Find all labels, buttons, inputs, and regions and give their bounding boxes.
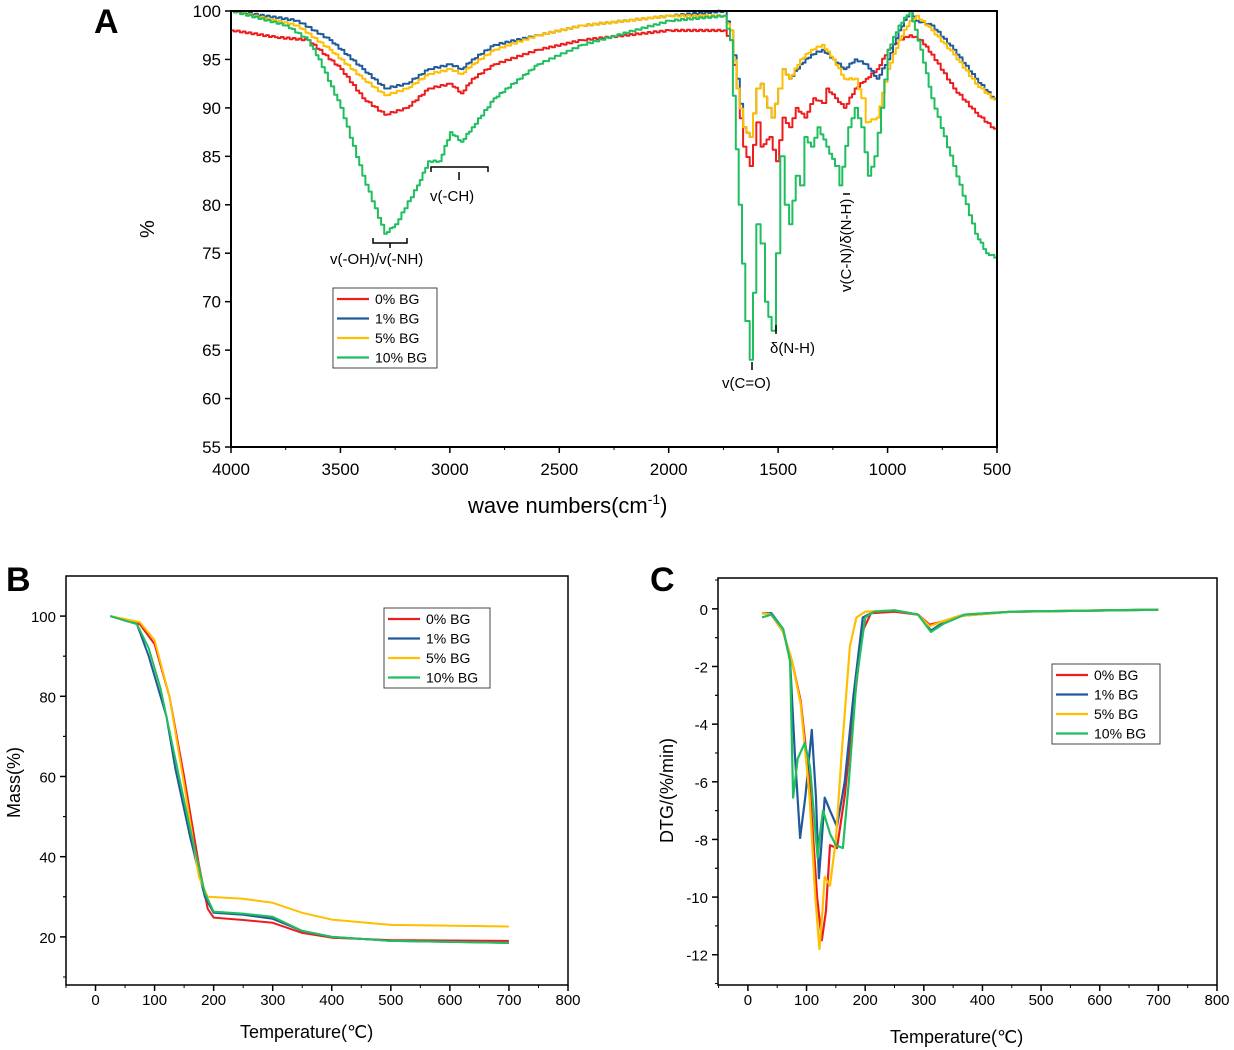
y-tick-label: 65 <box>202 341 221 360</box>
ch-bracket <box>430 166 489 180</box>
annotation-nh-bend: δ(N-H) <box>770 340 815 357</box>
legend-label: 0% BG <box>1094 667 1138 683</box>
legend-box <box>332 287 438 369</box>
dtg-chart: 0 100 200 300 400 500 600 700 800 0 -2 -4 -6 -8 -10 -12… <box>686 577 1230 1009</box>
legend-label: 0% BG <box>426 611 470 627</box>
legend-label: 5% BG <box>426 650 470 666</box>
oh-nh-bracket <box>372 238 408 248</box>
series-line-5-bg <box>231 10 998 138</box>
legend-label: 0% BG <box>375 291 419 307</box>
y-tick-label: 40 <box>39 850 56 867</box>
legend-label: 1% BG <box>375 311 419 327</box>
legend-label: 1% BG <box>426 631 470 647</box>
legend-label: 5% BG <box>1094 706 1138 722</box>
series-line-10-bg <box>110 615 509 944</box>
annotation-co: v(C=O) <box>722 375 771 392</box>
panel-label-c: C <box>650 561 675 599</box>
y-tick-label: 55 <box>202 438 221 457</box>
x-tick-label: 700 <box>496 992 521 1009</box>
tga-xlabel: Temperature(℃) <box>240 1022 373 1042</box>
y-tick-label: -6 <box>695 775 708 792</box>
annotation-oh-nh: v(-OH)/v(-NH) <box>330 251 423 268</box>
series-line-10-bg <box>761 608 1159 860</box>
legend-label: 10% BG <box>426 670 478 686</box>
x-tick-label: 300 <box>260 992 285 1009</box>
y-tick-label: -12 <box>686 948 708 965</box>
ftir-annotations <box>372 166 850 370</box>
y-tick-label: 80 <box>39 689 56 706</box>
series-line-0-bg <box>761 608 1159 942</box>
x-tick-label: 800 <box>1204 992 1229 1009</box>
x-tick-label: 1500 <box>759 460 797 479</box>
x-tick-label: 0 <box>744 992 752 1009</box>
x-tick-label: 100 <box>794 992 819 1009</box>
x-tick-label: 500 <box>378 992 403 1009</box>
x-tick-label: 3000 <box>431 460 469 479</box>
tga-chart: 0 100 200 300 400 500 600 700 800 20 40 60 80 100 0% B… <box>31 575 581 1009</box>
x-tick-label: 0 <box>91 992 99 1009</box>
panel-label-a: A <box>94 3 119 41</box>
x-tick-label: 800 <box>555 992 580 1009</box>
legend-label: 5% BG <box>375 330 419 346</box>
x-tick-label: 3500 <box>322 460 360 479</box>
series-line-5-bg <box>761 608 1159 951</box>
x-tick-label: 500 <box>983 460 1011 479</box>
annotation-ch: v(-CH) <box>430 188 474 205</box>
x-tick-label: 4000 <box>212 460 250 479</box>
tga-ylabel: Mass(%) <box>4 747 24 818</box>
y-tick-label: -8 <box>695 832 708 849</box>
y-tick-label: -4 <box>695 717 708 734</box>
annotation-cn: v(C-N)/δ(N-H) <box>838 199 855 292</box>
y-tick-label: 100 <box>193 2 221 21</box>
y-tick-label: 80 <box>202 196 221 215</box>
legend-label: 10% BG <box>1094 726 1146 742</box>
x-tick-label: 400 <box>970 992 995 1009</box>
x-tick-label: 600 <box>437 992 462 1009</box>
x-tick-label: 400 <box>319 992 344 1009</box>
x-tick-label: 500 <box>1029 992 1054 1009</box>
legend-box <box>383 607 491 689</box>
legend: 0% BG 1% BG 5% BG 10% BG <box>1051 663 1161 745</box>
legend: 0% BG 1% BG 5% BG 10% BG <box>383 607 491 689</box>
y-tick-label: 85 <box>202 147 221 166</box>
y-tick-label: 20 <box>39 930 56 947</box>
x-tick-label: 600 <box>1087 992 1112 1009</box>
y-tick-label: 90 <box>202 99 221 118</box>
y-tick-label: 75 <box>202 244 221 263</box>
y-tick-label: 70 <box>202 293 221 312</box>
ftir-xlabel: wave numbers(cm-1) <box>467 491 668 518</box>
x-tick-label: 1000 <box>869 460 907 479</box>
legend: 0% BG 1% BG 5% BG 10% BG <box>332 287 438 369</box>
y-tick-label: 100 <box>31 609 56 626</box>
dtg-xlabel: Temperature(℃) <box>890 1027 1023 1047</box>
x-tick-label: 700 <box>1146 992 1171 1009</box>
panel-label-b: B <box>6 561 31 599</box>
y-tick-label: 60 <box>39 769 56 786</box>
legend-label: 1% BG <box>1094 687 1138 703</box>
plot-frame <box>65 575 569 986</box>
ftir-chart: 4000 3500 3000 2500 2000 1500 1000 500 55 60 65 70 7… <box>193 2 1012 479</box>
y-tick-label: 95 <box>202 50 221 69</box>
legend-label: 10% BG <box>375 350 427 366</box>
ftir-ylabel: % <box>137 220 159 238</box>
legend-box <box>1051 663 1161 745</box>
y-tick-label: 60 <box>202 390 221 409</box>
x-tick-label: 100 <box>142 992 167 1009</box>
x-tick-label: 200 <box>201 992 226 1009</box>
dtg-ylabel: DTG/(%/min) <box>657 738 677 843</box>
x-tick-label: 200 <box>853 992 878 1009</box>
y-tick-label: 0 <box>700 602 708 619</box>
y-tick-label: -10 <box>686 890 708 907</box>
series-line-10-bg <box>231 10 998 361</box>
y-tick-label: -2 <box>695 659 708 676</box>
x-tick-label: 2000 <box>650 460 688 479</box>
x-tick-label: 2500 <box>540 460 578 479</box>
x-tick-label: 300 <box>911 992 936 1009</box>
